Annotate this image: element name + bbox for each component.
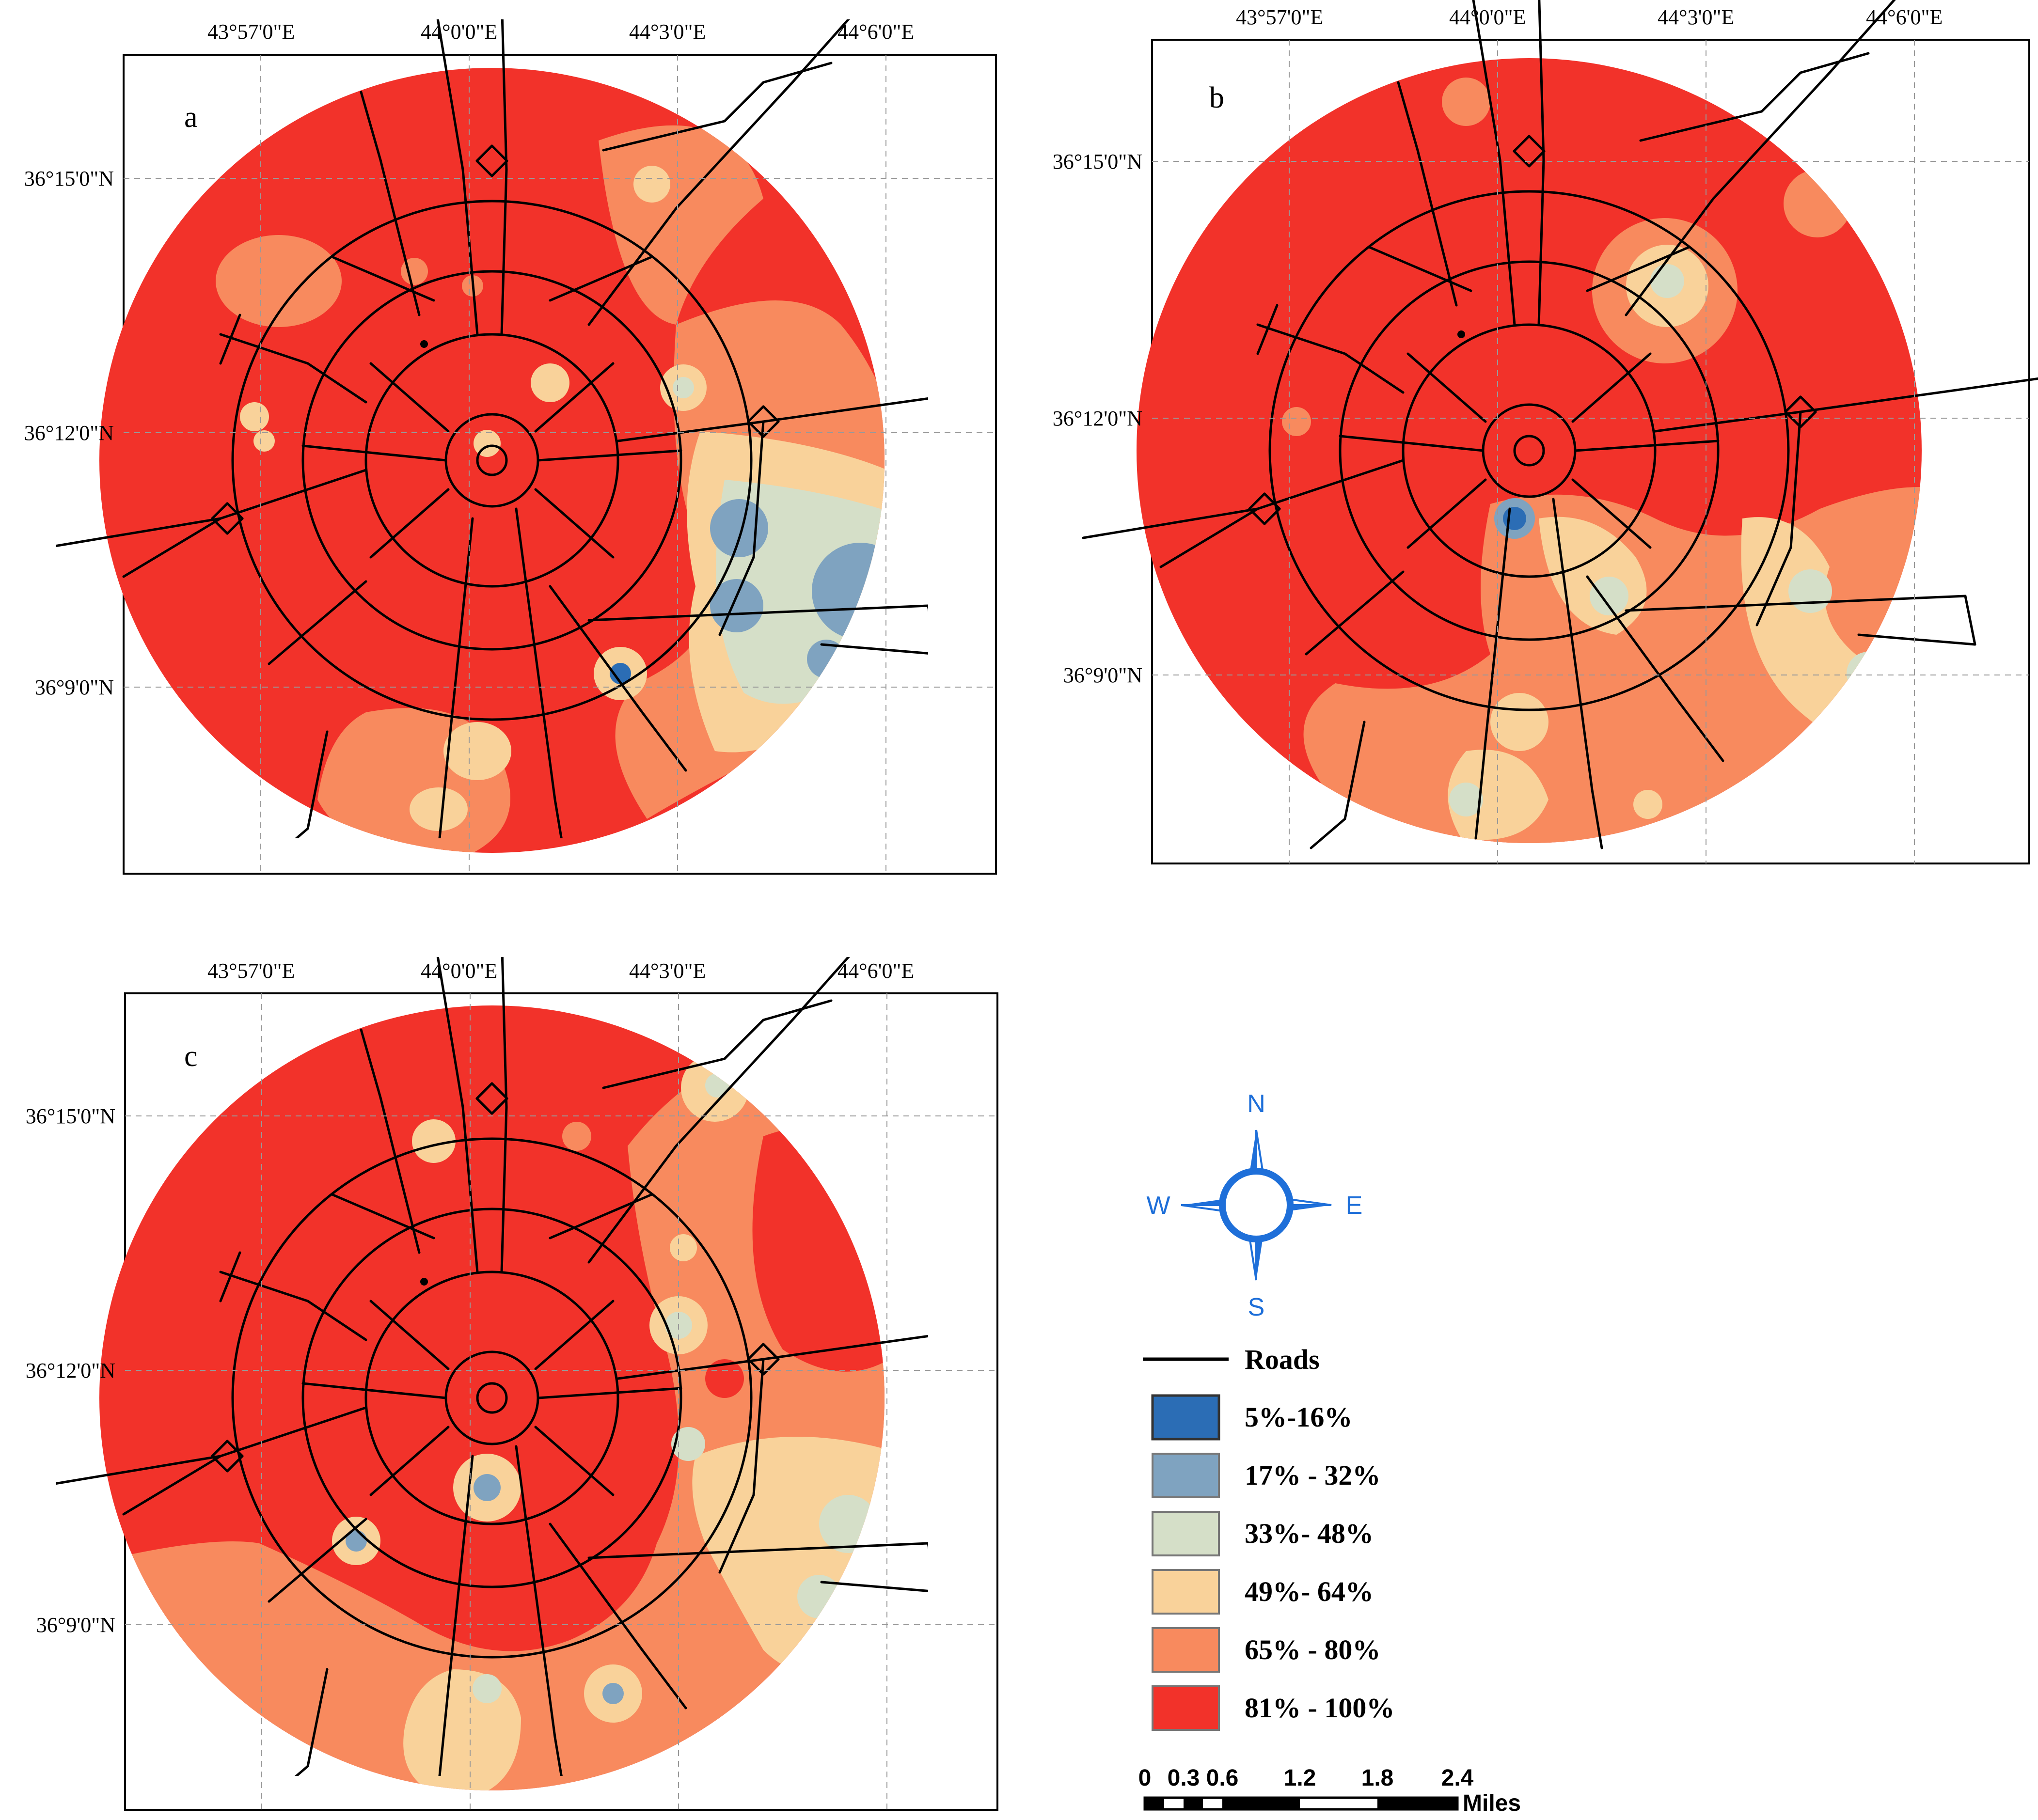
lon-tick-c-2: 44°0'0"E bbox=[421, 959, 497, 983]
scale-tick-5: 2.4 bbox=[1441, 1765, 1474, 1791]
lat-tick-c-1: 36°15'0"N bbox=[26, 1104, 115, 1128]
lat-tick-a-2: 36°12'0"N bbox=[24, 421, 114, 445]
scale-tick-2: 0.6 bbox=[1206, 1765, 1239, 1791]
panel-label-a: a bbox=[184, 101, 198, 134]
north-arrow-compass-icon: N S E W bbox=[1146, 1090, 1362, 1321]
grid-lines-c bbox=[125, 993, 997, 1810]
legend-label-2: 17% - 32% bbox=[1245, 1459, 1380, 1491]
lat-tick-c-2: 36°12'0"N bbox=[26, 1359, 115, 1382]
legend-swatch-3 bbox=[1152, 1511, 1220, 1556]
legend-label-4: 49%- 64% bbox=[1245, 1576, 1374, 1607]
map-panel-a: a 43°57'0"E 44°0'0"E 44°3'0"E 44°6'0"E 3… bbox=[24, 0, 997, 875]
lat-tick-b-2: 36°12'0"N bbox=[1053, 407, 1142, 430]
lon-tick-a-4: 44°6'0"E bbox=[837, 20, 914, 44]
lon-tick-c-3: 44°3'0"E bbox=[629, 959, 706, 983]
compass-east-label: E bbox=[1346, 1192, 1363, 1220]
panel-label-b: b bbox=[1209, 81, 1224, 114]
lon-tick-b-3: 44°3'0"E bbox=[1658, 5, 1734, 29]
panel-label-c: c bbox=[184, 1040, 198, 1073]
legend-label-5: 65% - 80% bbox=[1245, 1634, 1380, 1665]
legend-label-6: 81% - 100% bbox=[1245, 1692, 1394, 1724]
lon-tick-c-4: 44°6'0"E bbox=[837, 959, 914, 983]
scale-unit: Miles bbox=[1463, 1790, 1521, 1816]
lat-tick-a-3: 36°9'0"N bbox=[35, 675, 114, 699]
legend-roads-label: Roads bbox=[1245, 1344, 1320, 1375]
scale-tick-3: 1.2 bbox=[1284, 1765, 1316, 1791]
map-panel-b: b 43°57'0"E 44°0'0"E 44°3'0"E 44°6'0"E 3… bbox=[1053, 0, 2038, 864]
legend-swatch-4 bbox=[1152, 1569, 1220, 1615]
lon-tick-b-2: 44°0'0"E bbox=[1449, 5, 1526, 29]
scale-tick-4: 1.8 bbox=[1361, 1765, 1394, 1791]
grid-lines-b bbox=[1152, 40, 2029, 863]
lat-tick-b-3: 36°9'0"N bbox=[1063, 663, 1142, 687]
compass-north-label: N bbox=[1247, 1090, 1265, 1118]
lon-tick-a-3: 44°3'0"E bbox=[629, 20, 706, 44]
lon-tick-b-4: 44°6'0"E bbox=[1866, 5, 1943, 29]
lon-tick-a-2: 44°0'0"E bbox=[421, 20, 497, 44]
grid-lines-a bbox=[124, 55, 996, 874]
legend-swatch-2 bbox=[1152, 1453, 1220, 1498]
compass-west-label: W bbox=[1146, 1192, 1170, 1220]
map-panel-c: c 43°57'0"E 44°0'0"E 44°3'0"E 44°6'0"E 3… bbox=[26, 933, 998, 1811]
legend-swatch-1 bbox=[1151, 1394, 1220, 1441]
lon-tick-b-1: 43°57'0"E bbox=[1236, 5, 1323, 29]
legend-label-1: 5%-16% bbox=[1245, 1401, 1352, 1433]
lat-tick-b-1: 36°15'0"N bbox=[1053, 150, 1142, 173]
scale-tick-0: 0 bbox=[1138, 1765, 1152, 1791]
scale-bar: 0 0.3 0.6 1.2 1.8 2.4 Miles bbox=[1138, 1765, 1521, 1816]
lat-tick-c-3: 36°9'0"N bbox=[36, 1613, 115, 1637]
legend-swatch-6 bbox=[1152, 1685, 1220, 1731]
lon-tick-a-1: 43°57'0"E bbox=[207, 20, 295, 44]
lon-tick-c-1: 43°57'0"E bbox=[207, 959, 295, 983]
legend-swatch-5 bbox=[1152, 1627, 1220, 1673]
lat-tick-a-1: 36°15'0"N bbox=[24, 167, 114, 190]
legend: Roads 5%-16% 17% - 32% 33%- 48% 49%- 64%… bbox=[1143, 1344, 1394, 1731]
scale-tick-1: 0.3 bbox=[1168, 1765, 1200, 1791]
legend-label-3: 33%- 48% bbox=[1245, 1518, 1374, 1549]
compass-south-label: S bbox=[1248, 1293, 1265, 1321]
